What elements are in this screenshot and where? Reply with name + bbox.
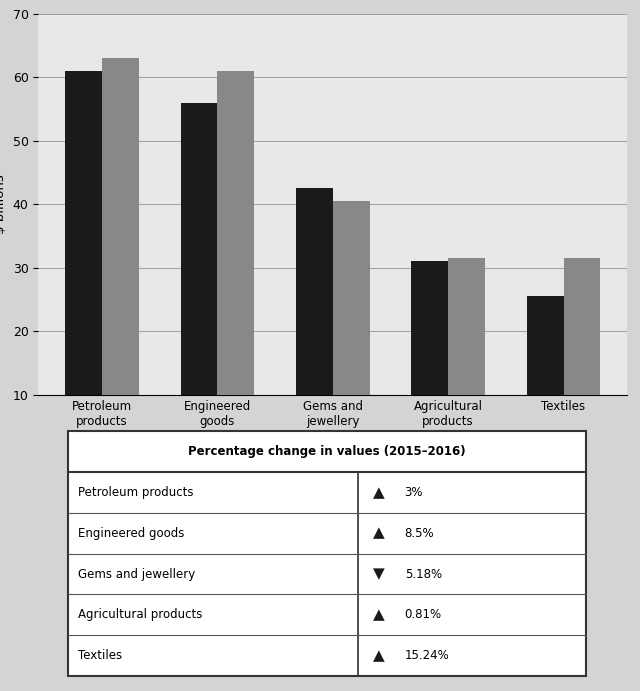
Text: ▲: ▲ [373,648,385,663]
Text: 15.24%: 15.24% [404,650,449,662]
Text: Petroleum products: Petroleum products [78,486,194,499]
Text: Gems and jewellery: Gems and jewellery [78,567,195,580]
Text: 0.81%: 0.81% [404,608,442,621]
Bar [102,58,139,458]
Bar [65,71,102,458]
X-axis label: Product Category: Product Category [260,435,405,449]
Text: 3%: 3% [404,486,423,499]
Bar [527,296,564,458]
Text: Textiles: Textiles [78,650,122,662]
Bar [564,258,600,458]
Y-axis label: $ billions: $ billions [0,174,7,234]
Bar [448,258,485,458]
FancyBboxPatch shape [68,431,586,676]
Text: Percentage change in values (2015–2016): Percentage change in values (2015–2016) [188,445,466,458]
Text: Engineered goods: Engineered goods [78,527,184,540]
Text: 5.18%: 5.18% [404,567,442,580]
Text: ▲: ▲ [373,526,385,540]
Text: ▲: ▲ [373,607,385,623]
Bar [218,71,254,458]
Text: Agricultural products: Agricultural products [78,608,203,621]
Text: ▼: ▼ [373,567,385,582]
Bar [180,103,218,458]
Text: ▲: ▲ [373,485,385,500]
Bar [296,189,333,458]
Bar [412,261,448,458]
Text: 8.5%: 8.5% [404,527,435,540]
Bar [333,201,370,458]
